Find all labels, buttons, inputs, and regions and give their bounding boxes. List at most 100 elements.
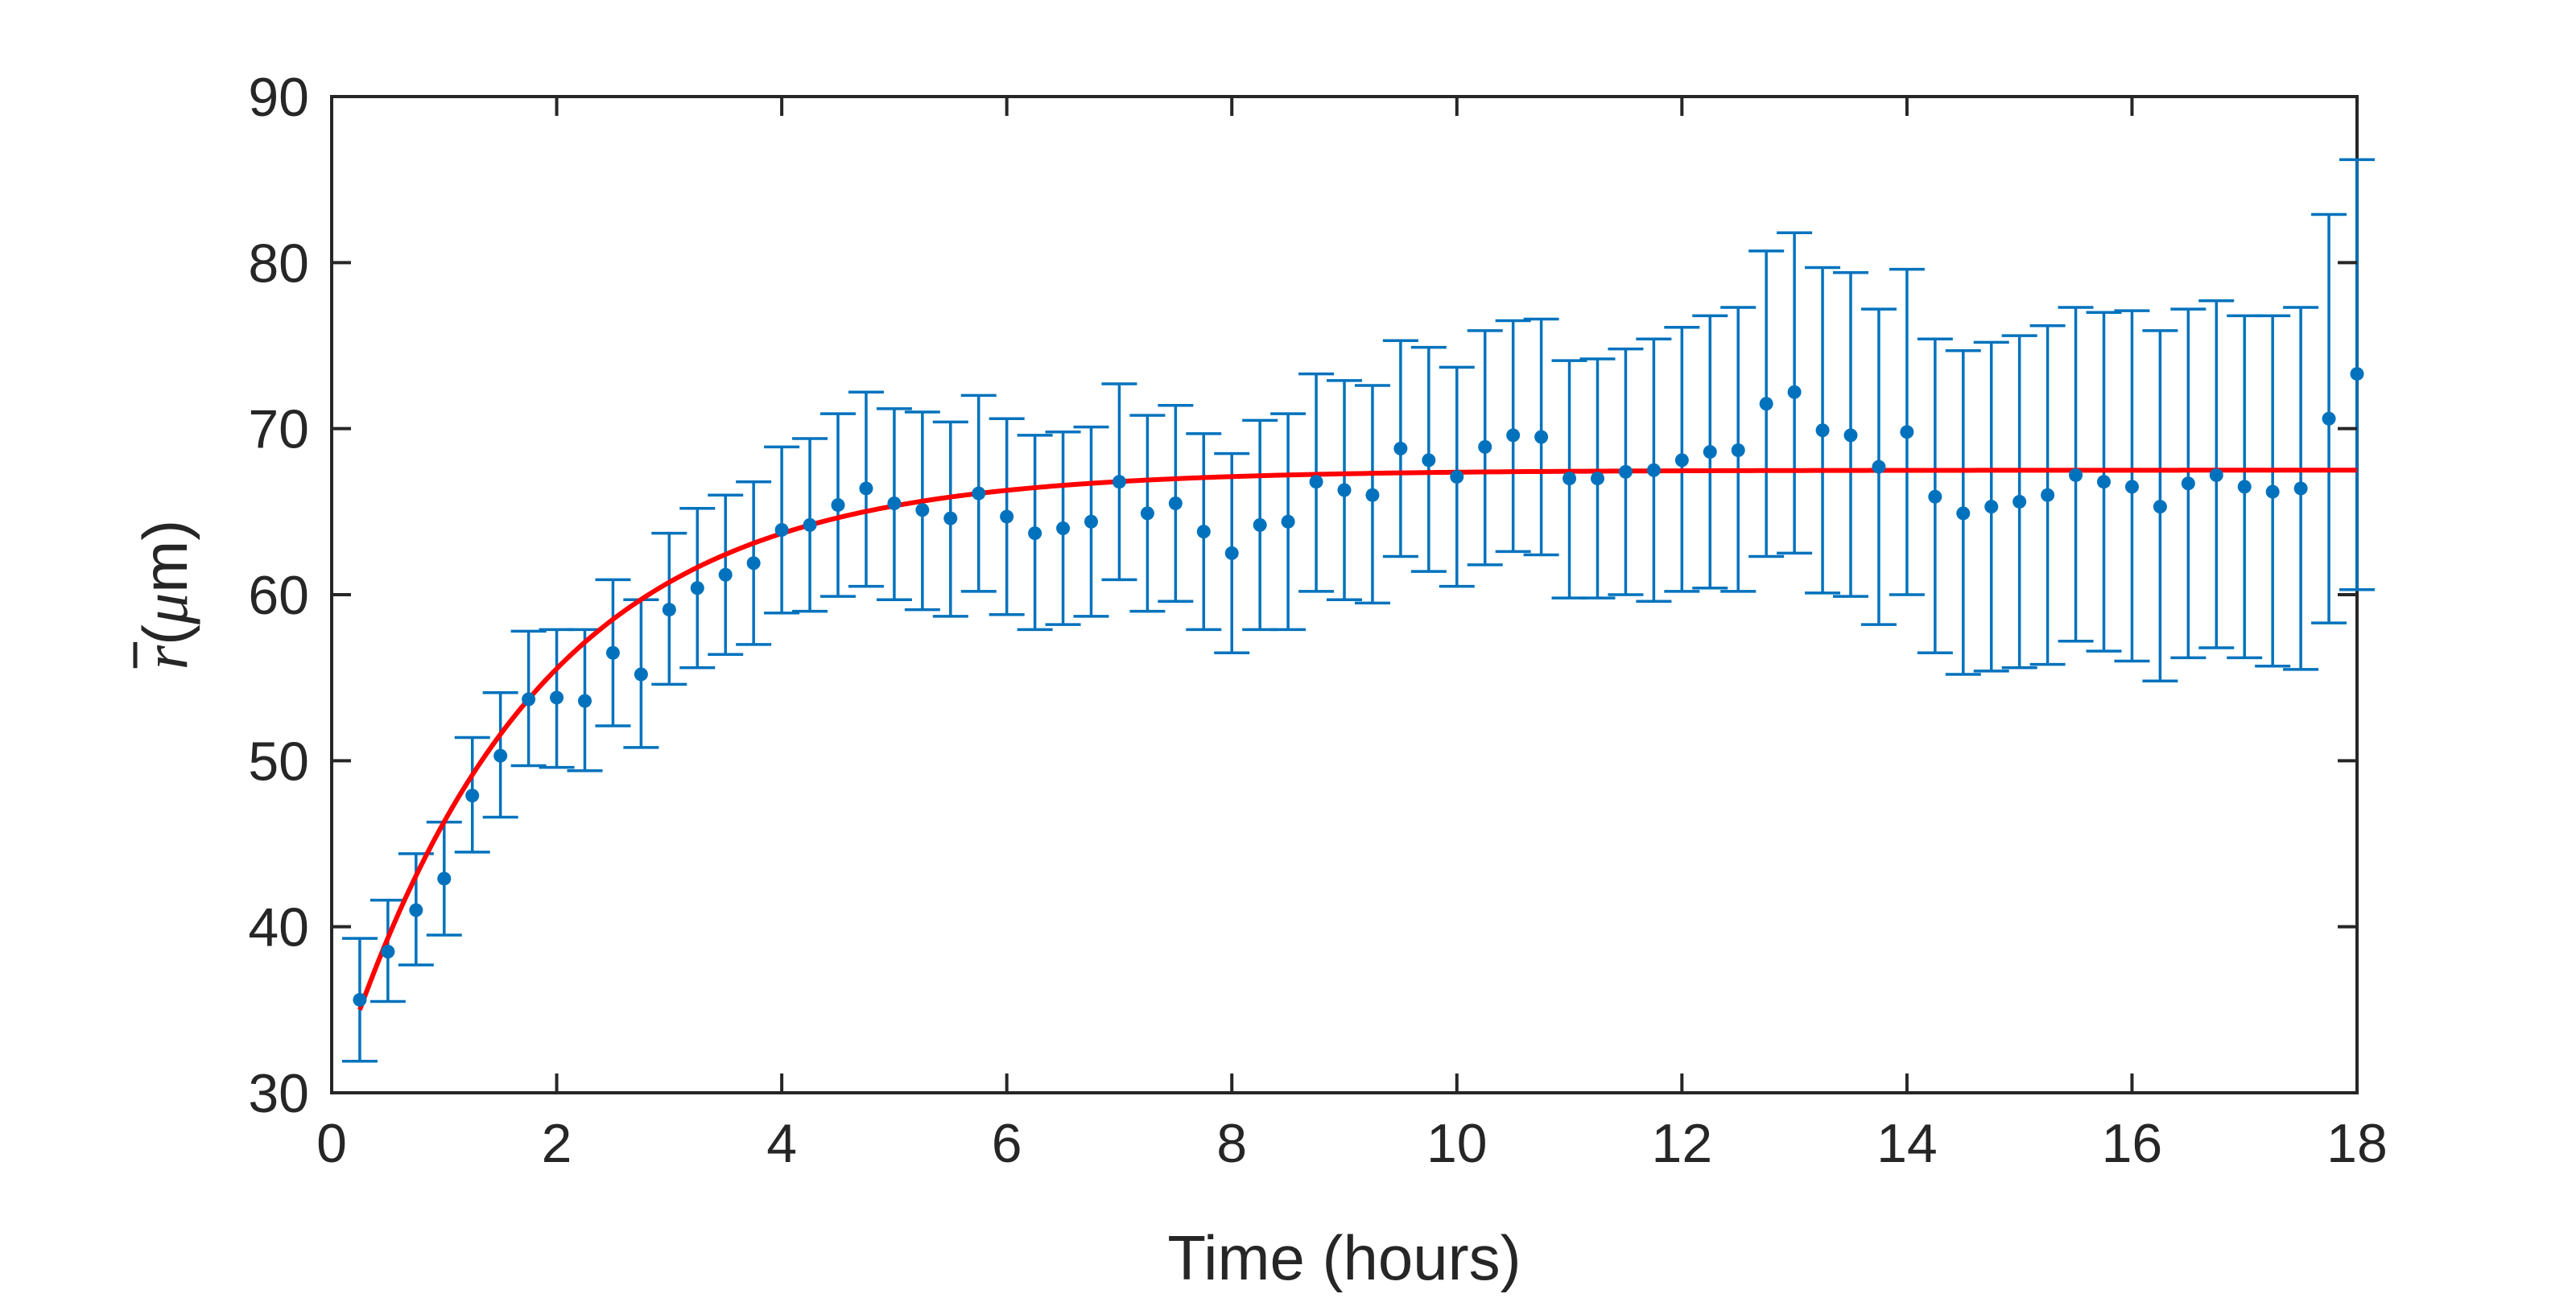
data-point [1478,439,1492,454]
data-point [1000,509,1014,524]
data-point [1843,428,1858,443]
fit-curve [357,468,2357,1011]
data-point [943,511,958,525]
data-point [2069,468,2083,482]
x-tick-label: 2 [542,1113,572,1174]
data-point [2322,411,2336,426]
data-point [1731,443,1745,457]
data-point [1984,500,1999,514]
data-point [605,645,620,660]
y-tick-label: 70 [248,399,309,460]
data-point [1365,488,1380,502]
y-axis-unit-mu: μ [130,593,200,625]
y-tick-label: 90 [248,67,309,128]
data-point [1928,489,1942,504]
data-point [831,498,845,513]
y-tick-label: 50 [248,731,309,792]
data-point [1196,525,1211,539]
x-tick-label: 10 [1426,1113,1488,1174]
data-point [1506,428,1521,443]
data-point [803,517,817,532]
data-point [2041,488,2055,502]
data-point [2209,468,2223,482]
y-axis-unit-open: ( [130,624,200,645]
data-point [1450,470,1464,484]
data-point [2097,475,2111,489]
y-tick-label: 40 [248,897,309,958]
y-axis-label: r(μm) [130,520,200,670]
data-point [690,581,704,595]
x-axis-label: Time (hours) [1167,1222,1521,1293]
data-point [1618,464,1633,479]
data-point [2124,480,2139,494]
data-point [718,567,733,582]
data-point [493,748,508,763]
y-axis-unit-rest: m) [130,520,200,593]
x-tick-label: 18 [2326,1113,2388,1174]
data-point [409,903,423,917]
data-point [859,481,873,496]
data-point [1591,472,1604,486]
data-point [1646,463,1661,477]
data-points [353,367,2364,1007]
data-point [1028,526,1042,541]
data-point [1872,459,1886,474]
y-tick-label: 30 [248,1063,309,1124]
data-point [634,667,648,682]
data-point [2153,500,2167,514]
x-tick-label: 14 [1876,1113,1938,1174]
data-point [550,690,564,705]
data-point [662,603,676,617]
data-point [1759,397,1773,411]
y-tick-label: 60 [248,565,309,626]
data-point [746,556,761,571]
data-point [381,945,395,959]
data-point [2265,484,2280,499]
data-point [1393,441,1408,455]
data-point [1534,430,1549,444]
x-tick-label: 8 [1216,1113,1247,1174]
svg-text:r(μm): r(μm) [130,520,200,670]
x-axis-ticks: 0 2 4 6 8 10 12 14 16 18 [316,97,2388,1174]
data-point [465,789,480,803]
y-tick-label: 80 [248,233,309,294]
data-point [2013,494,2027,509]
data-point [1563,472,1577,486]
data-point [1140,506,1154,521]
data-point [1337,483,1352,497]
data-point [1253,517,1267,532]
data-point [2350,367,2364,381]
data-point [522,692,536,707]
fit-curve-group [357,468,2357,1011]
x-tick-label: 12 [1652,1113,1713,1174]
data-point [887,497,902,511]
y-axis-symbol: r [130,645,200,670]
data-point [2181,476,2195,491]
data-point [1224,546,1239,560]
data-point [972,486,986,501]
data-point [2293,481,2308,496]
data-point [1674,453,1689,468]
data-point [1168,497,1183,511]
x-tick-label: 4 [766,1113,797,1174]
data-point [353,992,367,1007]
data-point [1309,475,1323,489]
x-tick-label: 6 [992,1113,1022,1174]
data-point [1056,521,1071,535]
data-point [1703,445,1717,459]
data-point [1815,423,1830,438]
data-point [1422,453,1436,468]
data-point [1787,385,1802,399]
data-point [1281,514,1295,529]
data-point [915,503,930,517]
data-point [2237,480,2252,494]
data-point [1956,506,1971,521]
data-point [578,694,592,708]
y-axis-ticks: 30 40 50 60 70 80 90 [248,67,2357,1124]
x-tick-label: 0 [316,1113,347,1174]
data-point [1900,425,1914,439]
data-point [1112,475,1126,489]
data-point [774,523,789,538]
data-point [437,872,452,886]
